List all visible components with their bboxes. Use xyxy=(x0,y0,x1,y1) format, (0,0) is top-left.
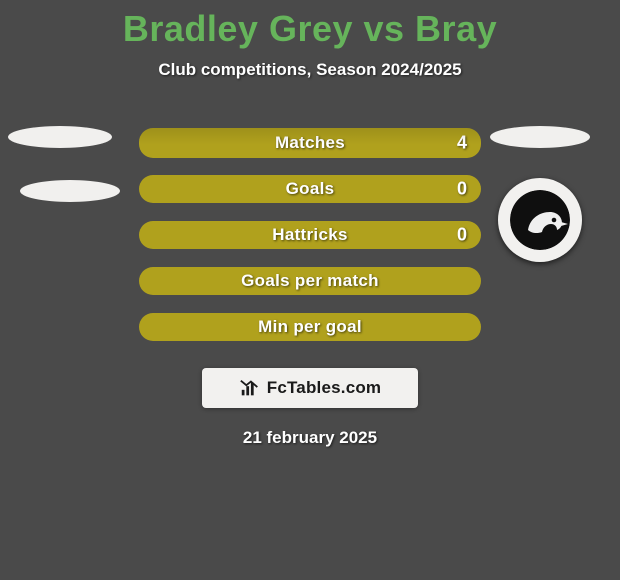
stat-bar: Goals 0 xyxy=(139,175,481,203)
stat-row: Goals 0 xyxy=(0,166,620,212)
stat-bar: Goals per match xyxy=(139,267,481,295)
stat-bar: Min per goal xyxy=(139,313,481,341)
stats-bars: Matches 4 Goals 0 Hattricks 0 Goals per match M… xyxy=(0,120,620,350)
page-title: Bradley Grey vs Bray xyxy=(0,0,620,50)
stat-label: Hattricks xyxy=(272,225,347,245)
stat-value: 0 xyxy=(457,179,467,200)
footer-source-box: FcTables.com xyxy=(202,368,418,408)
comparison-infographic: Bradley Grey vs Bray Club competitions, … xyxy=(0,0,620,580)
stat-row: Matches 4 xyxy=(0,120,620,166)
stat-row: Goals per match xyxy=(0,258,620,304)
stat-value: 0 xyxy=(457,225,467,246)
footer-date: 21 february 2025 xyxy=(0,428,620,448)
stat-label: Min per goal xyxy=(258,317,362,337)
stat-value: 4 xyxy=(457,133,467,154)
bar-chart-icon xyxy=(239,377,261,399)
footer-source-label: FcTables.com xyxy=(267,378,382,398)
stat-label: Goals xyxy=(286,179,335,199)
stat-row: Hattricks 0 xyxy=(0,212,620,258)
stat-bar: Hattricks 0 xyxy=(139,221,481,249)
stat-bar: Matches 4 xyxy=(139,128,481,158)
stat-label: Matches xyxy=(275,133,345,153)
page-subtitle: Club competitions, Season 2024/2025 xyxy=(0,60,620,80)
stat-row: Min per goal xyxy=(0,304,620,350)
stat-label: Goals per match xyxy=(241,271,379,291)
